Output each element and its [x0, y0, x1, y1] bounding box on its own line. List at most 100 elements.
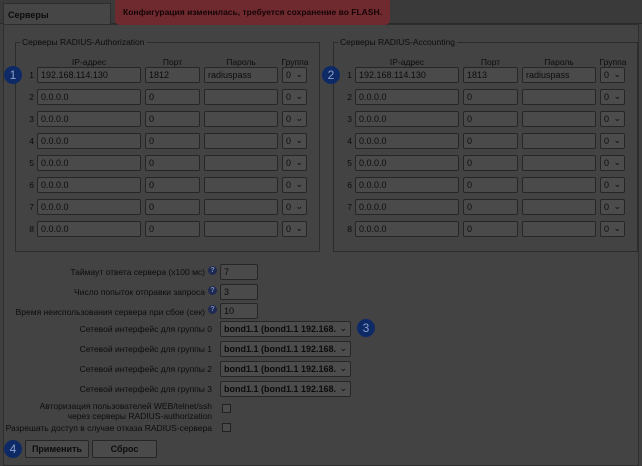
password-input[interactable]: radiuspass [522, 67, 596, 83]
col-port: Порт [162, 57, 183, 67]
ip-input[interactable]: 0.0.0.0 [37, 111, 141, 127]
port-input[interactable]: 1813 [463, 67, 518, 83]
chevron-down-icon: ⌄ [339, 363, 347, 373]
password-input[interactable]: radiuspass [204, 67, 278, 83]
port-input[interactable]: 0 [463, 155, 518, 171]
port-input[interactable]: 0 [463, 221, 518, 237]
iface-select[interactable]: bond1.1 (bond1.1 192.168.1 ⌄ [220, 341, 351, 357]
ip-input[interactable]: 0.0.0.0 [355, 155, 459, 171]
reset-button[interactable]: Сброс [92, 440, 157, 458]
help-icon[interactable]: ? [208, 305, 217, 314]
group-select[interactable]: 0 ⌄ [600, 155, 625, 171]
retries-input[interactable]: 3 [220, 284, 258, 300]
ip-input[interactable]: 0.0.0.0 [355, 221, 459, 237]
group-select[interactable]: 0 ⌄ [600, 133, 625, 149]
chevron-down-icon: ⌄ [613, 179, 621, 189]
password-input[interactable] [522, 133, 596, 149]
password-input[interactable] [204, 221, 278, 237]
group-select[interactable]: 0 ⌄ [282, 221, 307, 237]
row-number: 4 [347, 136, 352, 146]
ip-input[interactable]: 0.0.0.0 [37, 177, 141, 193]
deadtime-input[interactable]: 10 [220, 303, 258, 319]
port-input[interactable]: 0 [145, 111, 200, 127]
iface-select[interactable]: bond1.1 (bond1.1 192.168.1 ⌄ [220, 361, 351, 377]
group-select[interactable]: 0 ⌄ [282, 177, 307, 193]
port-input[interactable]: 0 [463, 177, 518, 193]
group-value: 0 [604, 136, 610, 146]
col-group: Группа [599, 57, 627, 67]
ip-input[interactable]: 0.0.0.0 [355, 133, 459, 149]
password-input[interactable] [522, 177, 596, 193]
group-select[interactable]: 0 ⌄ [282, 89, 307, 105]
ip-input[interactable]: 0.0.0.0 [355, 111, 459, 127]
port-input[interactable]: 0 [463, 111, 518, 127]
ip-input[interactable]: 0.0.0.0 [37, 89, 141, 105]
password-input[interactable] [522, 199, 596, 215]
row-number: 2 [347, 92, 352, 102]
password-input[interactable] [522, 111, 596, 127]
port-input[interactable]: 1812 [145, 67, 200, 83]
ip-input[interactable]: 0.0.0.0 [355, 89, 459, 105]
badge-3: 3 [357, 319, 375, 337]
port-input[interactable]: 0 [145, 89, 200, 105]
chevron-down-icon: ⌄ [339, 343, 347, 353]
ip-input[interactable]: 0.0.0.0 [37, 155, 141, 171]
ip-input[interactable]: 0.0.0.0 [37, 133, 141, 149]
ip-input[interactable]: 0.0.0.0 [355, 199, 459, 215]
webauth-label-line1: Авторизация пользователей WEB/telnet/ssh [39, 401, 212, 411]
ip-input[interactable]: 192.168.114.130 [37, 67, 141, 83]
flash-warning-banner: Конфигурация изменилась, требуется сохра… [115, 0, 390, 25]
timeout-input[interactable]: 7 [220, 264, 258, 280]
webauth-checkbox[interactable] [222, 404, 231, 413]
port-input[interactable]: 0 [145, 199, 200, 215]
password-input[interactable] [204, 155, 278, 171]
group-select[interactable]: 0 ⌄ [600, 177, 625, 193]
group-select[interactable]: 0 ⌄ [282, 199, 307, 215]
iface-value: bond1.1 (bond1.1 192.168.1 [224, 324, 336, 334]
chevron-down-icon: ⌄ [613, 135, 621, 145]
password-input[interactable] [522, 155, 596, 171]
password-input[interactable] [204, 177, 278, 193]
password-input[interactable] [204, 199, 278, 215]
port-input[interactable]: 0 [145, 133, 200, 149]
acct-servers-fieldset: Серверы RADIUS-Accounting [333, 37, 638, 252]
ip-input[interactable]: 0.0.0.0 [37, 221, 141, 237]
help-icon[interactable]: ? [208, 266, 217, 275]
badge-4: 4 [4, 440, 22, 458]
port-input[interactable]: 0 [145, 221, 200, 237]
password-input[interactable] [204, 133, 278, 149]
iface-select[interactable]: bond1.1 (bond1.1 192.168.1 ⌄ [220, 381, 351, 397]
group-select[interactable]: 0 ⌄ [600, 199, 625, 215]
ip-input[interactable]: 0.0.0.0 [355, 177, 459, 193]
tab-servers[interactable]: Серверы [3, 3, 111, 25]
iface-select[interactable]: bond1.1 (bond1.1 192.168.1 ⌄ [220, 321, 351, 337]
port-input[interactable]: 0 [463, 89, 518, 105]
port-input[interactable]: 0 [463, 199, 518, 215]
group-select[interactable]: 0 ⌄ [282, 155, 307, 171]
port-input[interactable]: 0 [145, 155, 200, 171]
acct-legend: Серверы RADIUS-Accounting [340, 37, 455, 47]
row-number: 1 [347, 70, 352, 80]
row-number: 4 [29, 136, 34, 146]
ip-input[interactable]: 0.0.0.0 [37, 199, 141, 215]
password-input[interactable] [204, 89, 278, 105]
group-select[interactable]: 0 ⌄ [282, 111, 307, 127]
port-input[interactable]: 0 [145, 177, 200, 193]
group-select[interactable]: 0 ⌄ [600, 89, 625, 105]
password-input[interactable] [204, 111, 278, 127]
password-input[interactable] [522, 89, 596, 105]
row-number: 8 [29, 224, 34, 234]
group-select[interactable]: 0 ⌄ [282, 67, 307, 83]
group-select[interactable]: 0 ⌄ [600, 221, 625, 237]
password-input[interactable] [522, 221, 596, 237]
group-value: 0 [286, 114, 292, 124]
group-select[interactable]: 0 ⌄ [600, 111, 625, 127]
apply-button[interactable]: Применить [25, 440, 89, 458]
group-select[interactable]: 0 ⌄ [282, 133, 307, 149]
allow-checkbox[interactable] [222, 423, 231, 432]
ip-input[interactable]: 192.168.114.130 [355, 67, 459, 83]
help-icon[interactable]: ? [208, 286, 217, 295]
col-port: Порт [480, 57, 501, 67]
group-select[interactable]: 0 ⌄ [600, 67, 625, 83]
port-input[interactable]: 0 [463, 133, 518, 149]
